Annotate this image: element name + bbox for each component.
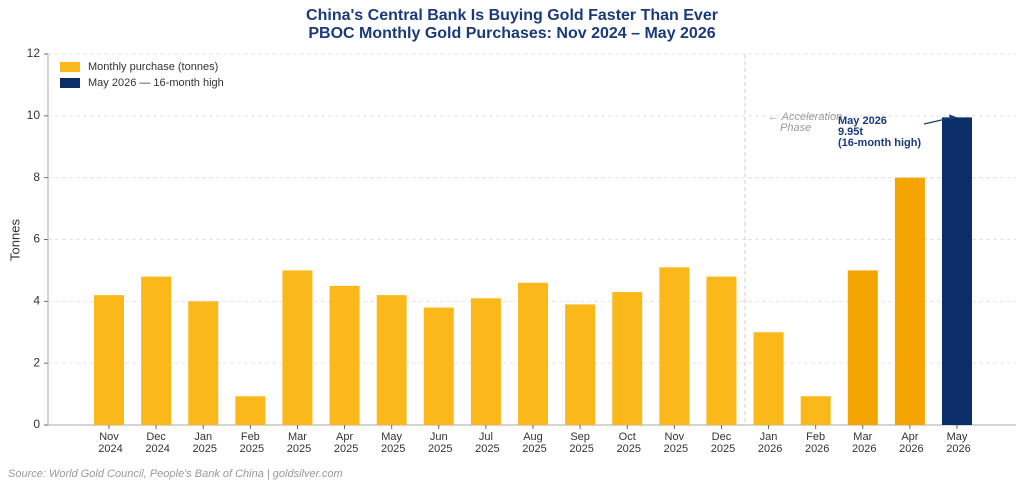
annotation: 9.95t <box>838 126 863 138</box>
x-tick-label: Jan 2026 <box>755 431 783 455</box>
legend-label: May 2026 — 16-month high <box>88 77 224 89</box>
bar <box>518 282 548 425</box>
y-tick-label: 0 <box>33 417 40 431</box>
y-tick-label: 10 <box>27 108 41 122</box>
y-tick-label: 6 <box>33 232 40 246</box>
bar <box>612 292 643 425</box>
y-tick-label: 4 <box>33 294 40 308</box>
annotation: Phase <box>780 122 811 134</box>
bar <box>94 295 124 425</box>
y-axis-label: Tonnes <box>7 219 22 261</box>
bar <box>235 396 266 425</box>
arrow-head <box>949 114 957 121</box>
x-tick-label: Apr 2026 <box>896 431 924 455</box>
x-tick-label: Nov 2025 <box>661 431 689 455</box>
x-tick-label: Dec 2025 <box>708 431 736 455</box>
x-tick-label: Dec 2024 <box>142 431 170 455</box>
chart-subtitle: PBOC Monthly Gold Purchases: Nov 2024 – … <box>308 25 715 42</box>
annotation-arrow <box>923 116 954 125</box>
legend-swatch <box>60 62 80 72</box>
bar <box>800 396 831 425</box>
x-tick-label: Apr 2025 <box>331 431 359 455</box>
bar <box>141 276 172 425</box>
bar <box>894 177 925 425</box>
bar <box>706 276 737 425</box>
x-tick-label: May 2025 <box>378 431 406 455</box>
bar <box>470 298 501 425</box>
legend-label: Monthly purchase (tonnes) <box>88 61 218 73</box>
bar <box>565 304 596 425</box>
x-tick-label: Jan 2025 <box>189 431 217 455</box>
x-tick-label: Feb 2025 <box>237 431 265 455</box>
bar <box>847 270 878 425</box>
annotation: ← Acceleration <box>768 111 842 123</box>
x-tick-label: Oct 2025 <box>613 431 641 455</box>
x-tick-label: Jun 2025 <box>425 431 453 455</box>
annotation: (16-month high) <box>838 137 921 149</box>
chart-title: China's Central Bank Is Buying Gold Fast… <box>306 7 718 24</box>
bar <box>423 307 454 425</box>
bar <box>942 117 972 426</box>
legend-swatch <box>60 78 80 88</box>
y-tick-label: 2 <box>33 355 40 369</box>
x-tick-label: Feb 2026 <box>802 431 830 455</box>
bar <box>329 285 360 425</box>
bar <box>753 332 784 425</box>
source: Source: World Gold Council, People's Ban… <box>8 468 343 480</box>
x-tick-label: Mar 2026 <box>849 431 877 455</box>
x-tick-label: May 2026 <box>943 431 971 455</box>
bar <box>376 295 407 425</box>
x-tick-label: Mar 2025 <box>284 431 312 455</box>
bar <box>659 267 690 425</box>
y-tick-label: 12 <box>27 46 41 60</box>
x-tick-label: Jul 2025 <box>472 431 500 455</box>
bar <box>188 301 219 425</box>
annotation: May 2026 <box>838 115 887 127</box>
x-tick-label: Sep 2025 <box>566 431 594 455</box>
bar <box>282 270 313 425</box>
y-tick-label: 8 <box>33 170 40 184</box>
x-tick-label: Nov 2024 <box>95 431 123 455</box>
x-tick-label: Aug 2025 <box>519 431 547 455</box>
